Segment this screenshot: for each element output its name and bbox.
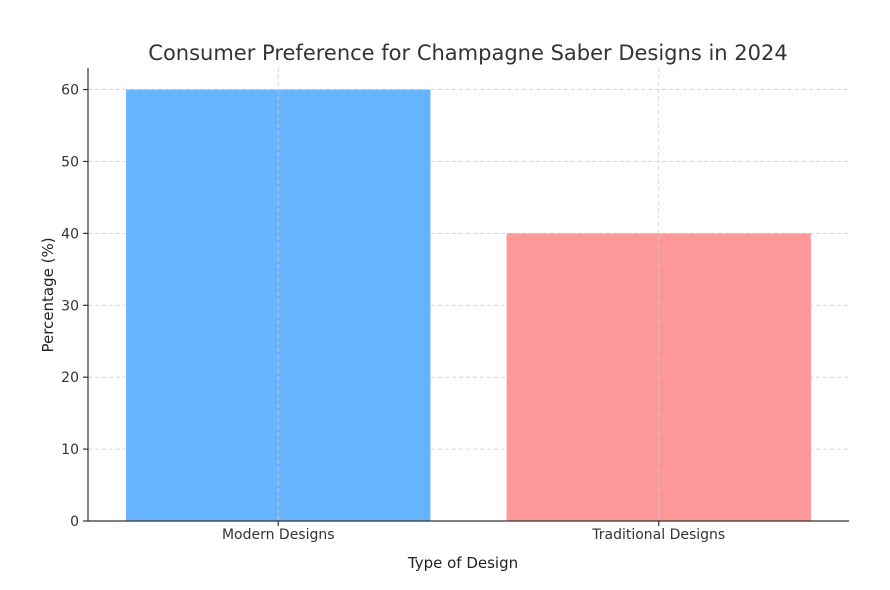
y-tick-label: 30 [61, 298, 79, 314]
y-tick-label: 50 [61, 154, 79, 170]
y-tick-label: 10 [61, 442, 79, 458]
y-tick-label: 0 [70, 514, 79, 530]
x-tick-label: Modern Designs [222, 527, 335, 543]
x-tick-label: Traditional Designs [591, 527, 725, 543]
y-ticks: 0 10 20 30 40 50 60 [61, 83, 88, 530]
y-tick-label: 60 [61, 83, 79, 99]
axes [87, 68, 849, 522]
x-axis-label: Type of Design [407, 554, 518, 572]
x-ticks: Modern Designs Traditional Designs [222, 521, 725, 543]
chart-title: Consumer Preference for Champagne Saber … [148, 41, 787, 65]
bars [126, 68, 811, 522]
y-tick-label: 40 [61, 226, 79, 242]
y-axis-label: Percentage (%) [39, 237, 57, 352]
y-tick-label: 20 [61, 370, 79, 386]
